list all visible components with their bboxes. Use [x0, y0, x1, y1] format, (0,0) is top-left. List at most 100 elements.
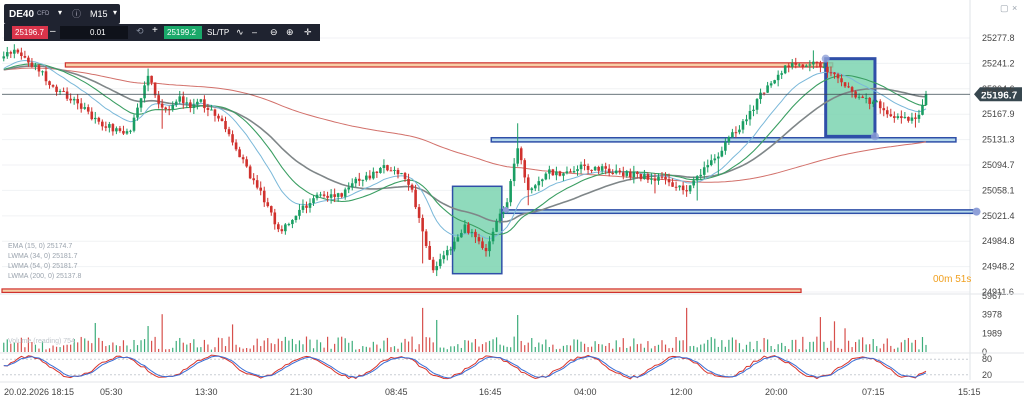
volume-bar: [759, 349, 762, 352]
candle-body: [618, 170, 622, 173]
volume-bar: [531, 338, 533, 352]
volume-bar: [263, 340, 265, 352]
volume-bar: [295, 344, 297, 352]
candle-body: [614, 170, 618, 174]
quantity-input[interactable]: 0.01: [60, 26, 128, 39]
sell-button[interactable]: 25196.7: [12, 26, 48, 39]
volume-tick-label: 5967: [982, 291, 1002, 301]
candle-body: [871, 101, 875, 104]
volume-bar: [210, 349, 213, 352]
volume-bar: [812, 341, 814, 352]
candle-body: [864, 97, 868, 99]
candle-body: [678, 185, 681, 188]
volume-bar: [918, 349, 920, 352]
candle-body: [861, 96, 864, 98]
volume-bar: [369, 347, 371, 352]
volume-bar: [221, 338, 223, 352]
zone-handle: [502, 206, 509, 213]
volume-bar: [763, 337, 765, 352]
sltp-button[interactable]: SL/TP: [207, 28, 230, 37]
candle-body: [234, 142, 238, 150]
candle-body: [509, 181, 512, 203]
zones[interactable]: [1, 57, 975, 294]
time-axis[interactable]: 20.02.2026 18:15 05:30 13:30 21:30 08:45 16:4…: [0, 381, 1024, 397]
volume-bar: [404, 338, 406, 352]
volume-bar: [309, 339, 311, 352]
candle-body: [255, 180, 259, 188]
candle-body: [505, 202, 509, 213]
volume-bar: [890, 345, 892, 352]
volume-bar: [503, 345, 505, 352]
reset-icon[interactable]: ⟲: [136, 26, 144, 36]
legend-volume[interactable]: Volume (reading) 754: [8, 338, 75, 345]
volume-bar: [717, 346, 719, 352]
candle-body: [885, 110, 889, 115]
symbol-toolbar[interactable]: DE40 CFD ▾ ⓘ M15 ▾: [4, 4, 120, 24]
buy-button[interactable]: 25199.2: [164, 26, 202, 39]
volume-bar: [883, 343, 885, 352]
volume-bar: [598, 344, 600, 352]
candle-body: [361, 179, 365, 181]
volume-bar: [31, 341, 33, 352]
volume-bar: [576, 339, 579, 352]
chart-type-icon[interactable]: ∿: [236, 27, 244, 37]
zoom-out-icon[interactable]: ⊖: [270, 27, 278, 37]
candle-body: [498, 213, 502, 221]
info-icon[interactable]: ⓘ: [72, 9, 82, 19]
price-axis[interactable]: 25277.8 25241.2 25204.6 25167.9 25131.3 25094…: [982, 33, 1015, 297]
legend-lwma34[interactable]: LWMA (34, 0) 25181.7: [8, 253, 78, 260]
crosshair-icon[interactable]: ✛: [304, 27, 312, 37]
volume-bar: [548, 347, 550, 352]
price-tick-label: 24984.8: [982, 236, 1015, 246]
chevron-down-icon[interactable]: ▾: [58, 8, 63, 17]
candle-body: [857, 96, 861, 98]
volume-bar: [735, 339, 737, 352]
symbol-label[interactable]: DE40: [9, 9, 35, 20]
candle-body: [738, 129, 741, 133]
candle-body: [833, 72, 836, 75]
lwma200-line: [3, 67, 927, 183]
candle-body: [889, 114, 893, 117]
candle-body: [396, 169, 400, 175]
volume-bar: [91, 343, 93, 352]
minus-icon[interactable]: –: [50, 26, 56, 37]
maximize-icon[interactable]: ▢: [1000, 3, 1009, 13]
candle-body: [632, 172, 636, 178]
timeframe-label[interactable]: M15: [90, 9, 108, 19]
volume-bar: [207, 344, 209, 352]
candle-body: [565, 171, 569, 174]
legend-ema[interactable]: EMA (15, 0) 25174.7: [8, 243, 73, 250]
volume-bar: [390, 347, 392, 352]
zoom-in-icon[interactable]: ⊕: [286, 27, 294, 37]
volume-bar: [742, 349, 744, 352]
chevron-down-icon[interactable]: ▾: [113, 8, 118, 17]
candle-body: [83, 107, 87, 109]
candle-body: [224, 120, 227, 130]
volume-bar: [580, 341, 582, 352]
close-icon[interactable]: ×: [1012, 3, 1018, 13]
candle-body: [322, 194, 326, 196]
candle-body: [407, 178, 410, 185]
time-tick-label: 20.02.2026 18:15: [4, 387, 74, 397]
volume-bar: [798, 349, 800, 352]
volume-bar: [893, 348, 895, 352]
minus-icon[interactable]: –: [252, 27, 258, 37]
candle-body: [727, 137, 731, 143]
candle-body: [157, 95, 160, 104]
legend-lwma54[interactable]: LWMA (54, 0) 25181.7: [8, 263, 78, 270]
candle-body: [822, 66, 826, 68]
volume-bar: [129, 349, 132, 352]
volume-bar: [231, 324, 234, 352]
legend-lwma200[interactable]: LWMA (200, 0) 25137.8: [8, 273, 82, 280]
price-tick-label: 25021.4: [982, 211, 1015, 221]
zone-resistance: [64, 62, 834, 68]
candle-body: [231, 134, 234, 143]
zone-outlines[interactable]: [502, 54, 981, 216]
candle-body: [643, 174, 646, 180]
plus-icon[interactable]: +: [152, 25, 158, 36]
oscillator-main-line: [3, 354, 927, 380]
volume-bar: [319, 342, 322, 352]
candle-body: [600, 166, 604, 171]
volume-bar: [27, 337, 29, 352]
